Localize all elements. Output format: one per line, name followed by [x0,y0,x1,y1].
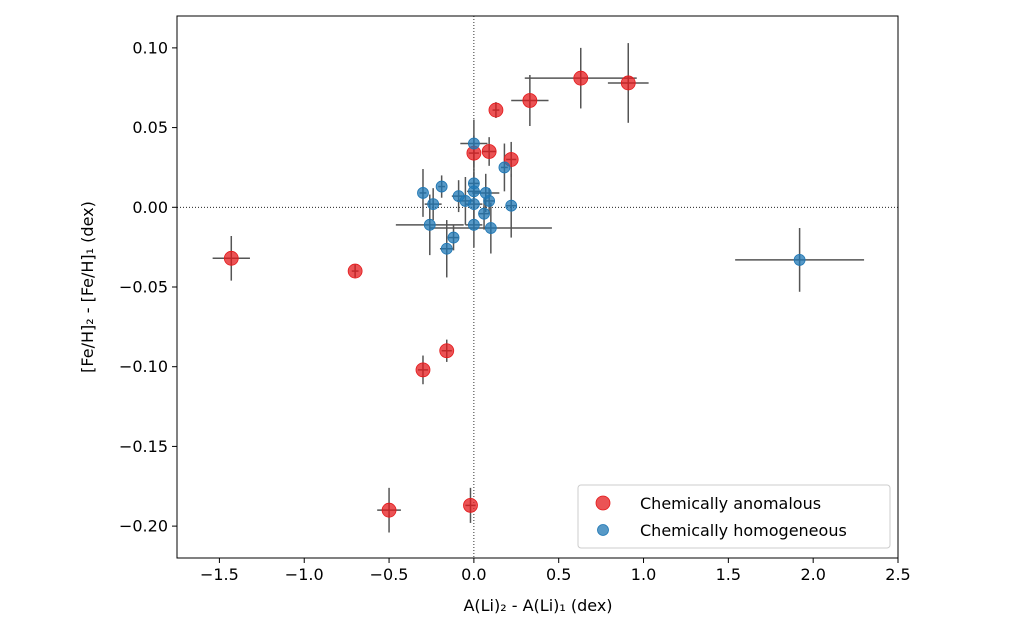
data-point [793,253,806,266]
legend-label: Chemically anomalous [640,494,821,513]
data-point [223,250,239,266]
data-point [481,144,497,159]
data-point [440,242,453,255]
x-tick-label: 2.0 [800,565,825,584]
data-point [478,207,490,220]
data-point [467,198,480,211]
legend-marker [597,524,609,536]
y-tick-label: 0.10 [132,38,168,57]
data-point [620,75,636,91]
data-point [467,137,480,150]
data-point [417,187,429,199]
data-point [347,263,363,279]
data-point [415,362,431,378]
series-0-points [223,70,636,518]
y-tick-label: −0.05 [119,278,168,297]
series-0-errorbars [212,43,649,533]
data-point [484,222,497,234]
x-tick-label: 1.0 [631,565,656,584]
x-tick-label: 1.5 [716,565,741,584]
data-point [381,502,397,518]
data-point [483,195,496,207]
y-tick-label: 0.00 [132,198,168,217]
data-point [488,102,504,118]
data-point [463,497,478,513]
data-point [505,199,518,212]
data-point [435,180,448,193]
data-point [467,185,480,198]
data-point [427,198,440,211]
x-axis-label: A(Li)₂ - A(Li)₁ (dex) [463,596,612,615]
legend-marker [595,495,611,511]
y-axis-label: [Fe/H]₂ - [Fe/H]₁ (dex) [78,201,97,373]
plot-area [177,16,898,558]
data-point [439,343,455,359]
x-tick-label: 0.0 [461,565,486,584]
x-tick-label: 2.5 [885,565,910,584]
x-tick-label: −0.5 [370,565,409,584]
legend-box [577,484,891,549]
axes: −1.5 −1.0 −0.5 0.0 0.5 1.0 1.5 2.0 2.5 −0.20 −0.15… [119,15,911,584]
data-point [447,231,460,244]
x-tick-label: −1.5 [200,565,239,584]
x-tick-label: 0.5 [546,565,571,584]
data-point [467,218,480,231]
data-point [498,161,511,174]
y-tick-label: −0.20 [119,517,168,536]
series-1-points [417,137,806,266]
y-tick-label: 0.05 [132,118,168,137]
data-point [423,218,436,231]
data-point [522,93,538,108]
axes-frame [176,15,899,559]
y-tick-label: −0.10 [119,357,168,376]
legend-label: Chemically homogeneous [640,521,847,540]
x-tick-label: −1.0 [285,565,324,584]
legend: Chemically anomalous Chemically homogeneo… [577,484,891,549]
y-tick-label: −0.15 [119,437,168,456]
data-point [573,70,589,86]
